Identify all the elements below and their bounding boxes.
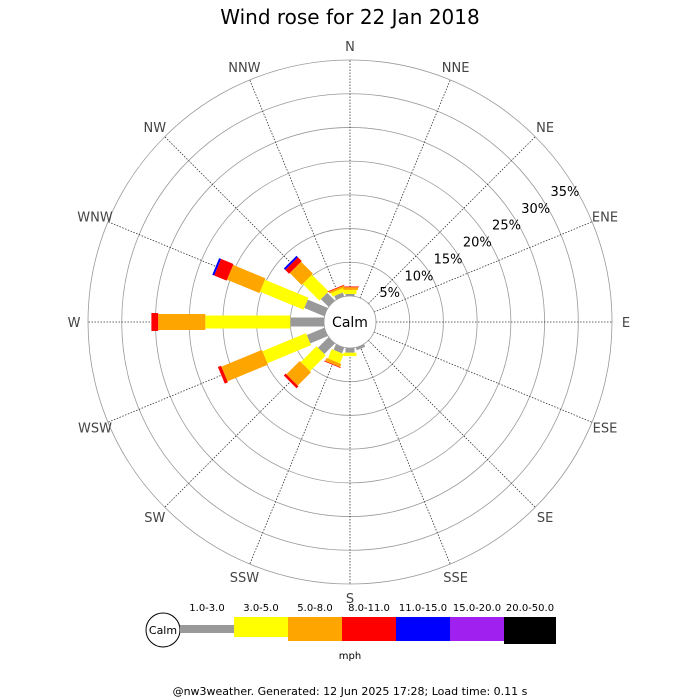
direction-label-nnw: NNW <box>228 61 260 76</box>
direction-label-ene: ENE <box>592 210 618 225</box>
spoke-sse <box>359 345 451 565</box>
bar-wsw-bin-3 <box>221 349 268 382</box>
bar-sw-bin-4 <box>283 373 299 389</box>
bar-wnw-bin-1 <box>304 299 328 317</box>
chart-title: Wind rose for 22 Jan 2018 <box>220 5 479 29</box>
legend-label-6: 15.0-20.0 <box>453 603 501 614</box>
legend-swatch-3 <box>288 617 342 641</box>
wind-rose-bars <box>151 255 366 389</box>
calm-circle <box>323 295 377 349</box>
bar-nw-bin-3 <box>289 261 313 285</box>
bar-ssw-bin-2 <box>327 349 344 364</box>
direction-label-se: SE <box>537 511 553 526</box>
bar-nw-bin-2 <box>302 274 329 301</box>
bar-ssw-bin-1 <box>333 344 345 354</box>
spoke-ssw <box>249 345 341 565</box>
ring-35 <box>87 59 613 585</box>
bar-wnw-bin-3 <box>226 264 266 294</box>
bar-nnw-bin-1 <box>334 292 345 300</box>
direction-label-n: N <box>345 40 355 55</box>
legend-unit-label: mph <box>339 651 361 662</box>
ring-label-5: 5% <box>379 286 400 301</box>
direction-label-nne: NNE <box>442 61 470 76</box>
bar-nw-bin-5 <box>283 255 298 270</box>
direction-label-wsw: WSW <box>78 422 112 437</box>
legend-swatch-6 <box>450 617 504 641</box>
bar-sw-bin-2 <box>300 346 326 372</box>
ring-label-30: 30% <box>521 202 550 217</box>
ring-labels: 5% 10%15%20%25%30%35% <box>379 185 579 301</box>
direction-label-ese: ESE <box>593 422 618 437</box>
direction-label-sse: SSE <box>443 571 468 586</box>
legend-label-7: 20.0-50.0 <box>506 603 554 614</box>
speed-legend: Calm 1.0-3.0 3.0-5.0 5.0-8.0 8.0-11.0 11.0-1… <box>145 603 556 662</box>
bar-wsw-bin-1 <box>306 327 328 344</box>
spoke-ene <box>373 221 593 313</box>
direction-label-ssw: SSW <box>230 571 260 586</box>
legend-swatch-4 <box>342 617 396 641</box>
direction-label-wnw: WNW <box>77 210 113 225</box>
bar-wnw-bin-2 <box>259 279 309 310</box>
direction-label-w: W <box>68 316 81 331</box>
bar-sw-bin-3 <box>286 360 312 386</box>
bar-nw-bin-4 <box>285 257 302 274</box>
direction-label-s: S <box>346 592 354 607</box>
bar-wsw-bin-2 <box>262 333 312 364</box>
ring-label-20: 20% <box>463 236 492 251</box>
spoke-ne <box>368 136 536 304</box>
bar-nnw-bin-2 <box>330 288 345 297</box>
spoke-ese <box>373 331 593 423</box>
footer-text: @nw3weather. Generated: 12 Jun 2025 17:2… <box>173 685 528 698</box>
legend-label-5: 11.0-15.0 <box>399 603 447 614</box>
legend-label-3: 5.0-8.0 <box>297 603 332 614</box>
ring-label-35: 35% <box>550 185 579 200</box>
ring-label-10: 10% <box>404 269 433 284</box>
legend-calm-label: Calm <box>149 624 177 637</box>
bar-nw-bin-1 <box>320 292 335 307</box>
bar-nnw-bin-3 <box>328 285 345 294</box>
bar-sse-bin-1 <box>355 344 366 351</box>
bar-wnw-bin-5 <box>212 258 222 276</box>
legend-label-1: 1.0-3.0 <box>189 603 224 614</box>
legend-label-2: 3.0-5.0 <box>243 603 278 614</box>
ring-label-25: 25% <box>492 219 521 234</box>
spoke-nnw <box>249 79 341 299</box>
direction-label-ne: NE <box>536 121 554 136</box>
bar-ssw-bin-3 <box>325 357 342 368</box>
direction-label-sw: SW <box>144 511 165 526</box>
direction-labels: N NNE NE ENE E ESE SE SSE S SSW SW WSW W WNW NW NNW <box>68 40 631 607</box>
calm-label: Calm <box>332 315 368 331</box>
direction-label-e: E <box>622 316 630 331</box>
direction-label-nw: NW <box>144 121 167 136</box>
legend-swatch-2 <box>234 617 288 637</box>
bar-sw-bin-1 <box>317 337 335 355</box>
spoke-se <box>368 340 536 508</box>
legend-label-4: 8.0-11.0 <box>348 603 390 614</box>
ring-label-15: 15% <box>434 252 463 267</box>
bar-wsw-bin-4 <box>217 365 228 384</box>
spoke-nne <box>359 79 451 299</box>
legend-swatch-5 <box>396 617 450 641</box>
bar-wnw-bin-4 <box>214 258 234 281</box>
legend-swatch-1 <box>180 625 234 633</box>
legend-swatch-7 <box>504 617 556 644</box>
